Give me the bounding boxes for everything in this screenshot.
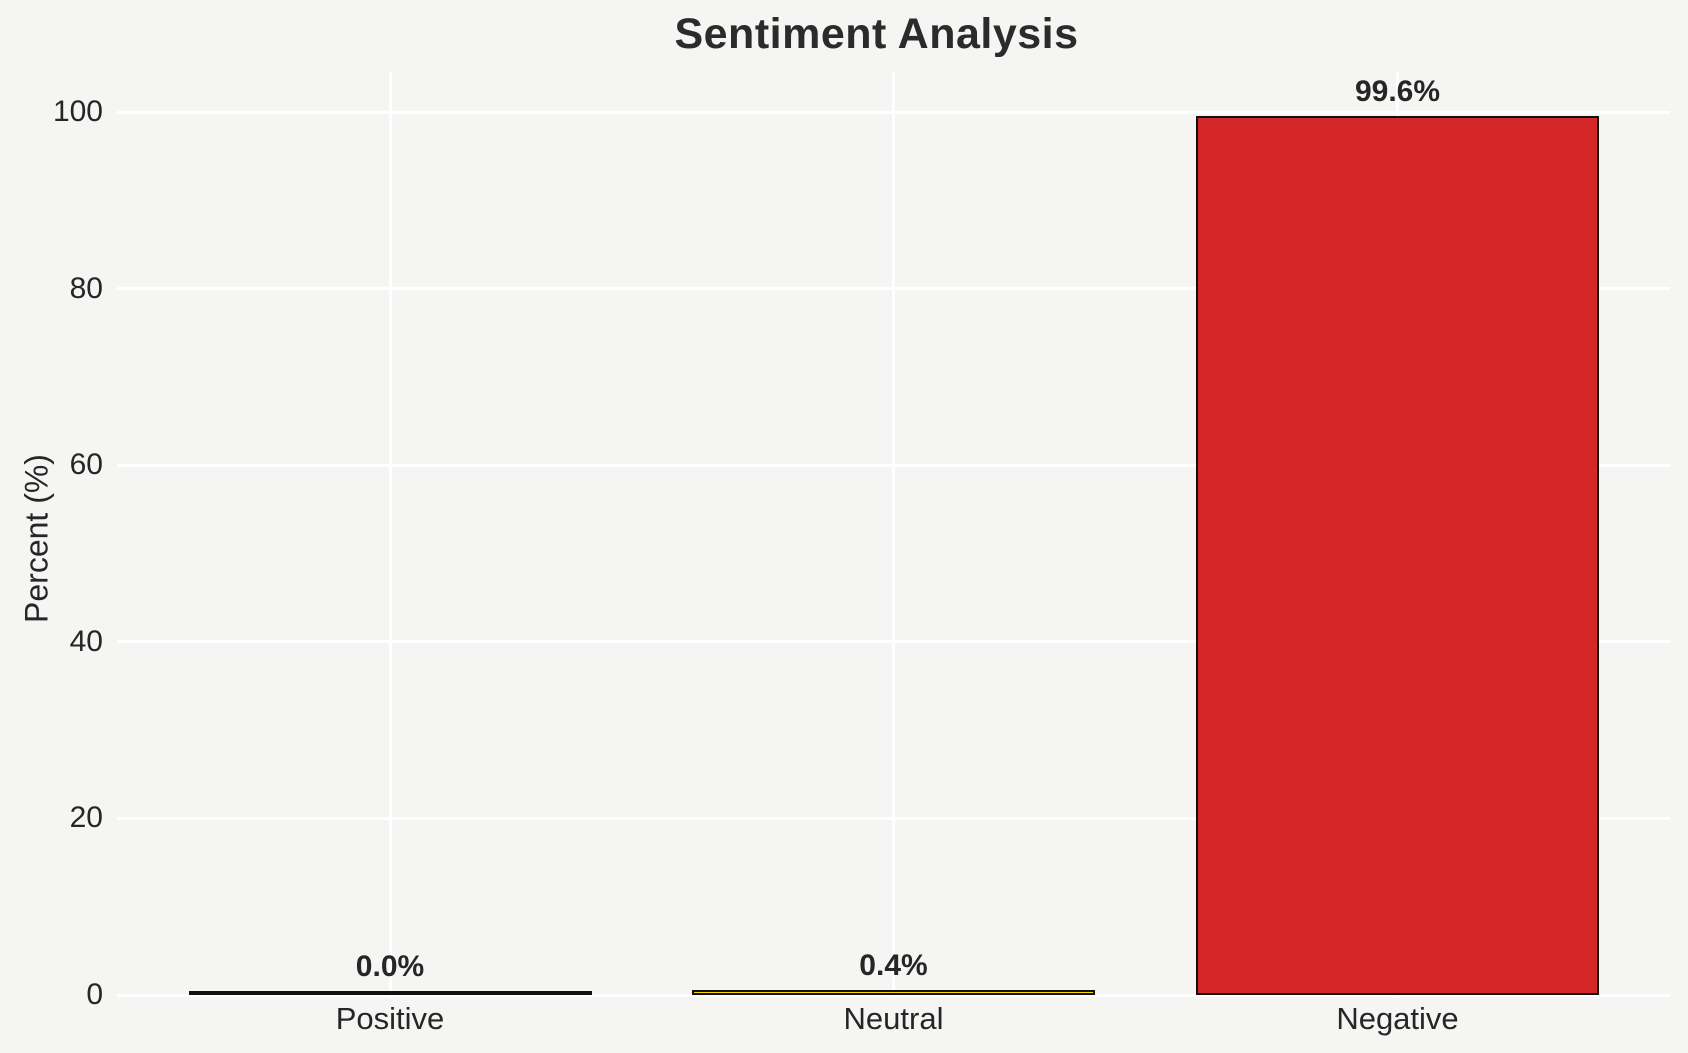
gridline-horizontal xyxy=(117,110,1670,114)
gridline-vertical xyxy=(892,72,895,998)
chart-title: Sentiment Analysis xyxy=(674,10,1079,58)
x-tick-label-negative: Negative xyxy=(1336,1001,1459,1036)
x-tick-label-neutral: Neutral xyxy=(843,1001,944,1036)
x-tick-label-positive: Positive xyxy=(335,1001,445,1036)
y-tick-label: 0 xyxy=(86,978,103,1011)
y-tick-label: 60 xyxy=(69,448,103,482)
bar-neutral xyxy=(692,989,1095,995)
value-label-negative: 99.6% xyxy=(1354,74,1441,108)
gridline-horizontal xyxy=(117,993,1670,997)
gridline-vertical xyxy=(388,72,392,998)
gridline-horizontal xyxy=(117,640,1670,644)
y-tick-label: 20 xyxy=(69,801,103,835)
bar-positive xyxy=(188,991,592,995)
bar-negative xyxy=(1196,115,1599,995)
value-label-neutral: 0.4% xyxy=(859,948,928,982)
y-tick-label: 80 xyxy=(69,271,103,305)
gridline-horizontal xyxy=(117,463,1670,467)
gridline-horizontal xyxy=(117,287,1670,291)
value-label-positive: 0.0% xyxy=(355,950,425,983)
y-tick-label: 40 xyxy=(69,624,103,658)
y-tick-label: 100 xyxy=(52,95,103,128)
gridline-horizontal xyxy=(117,816,1670,820)
y-axis-label: Percent (%) xyxy=(18,454,55,623)
